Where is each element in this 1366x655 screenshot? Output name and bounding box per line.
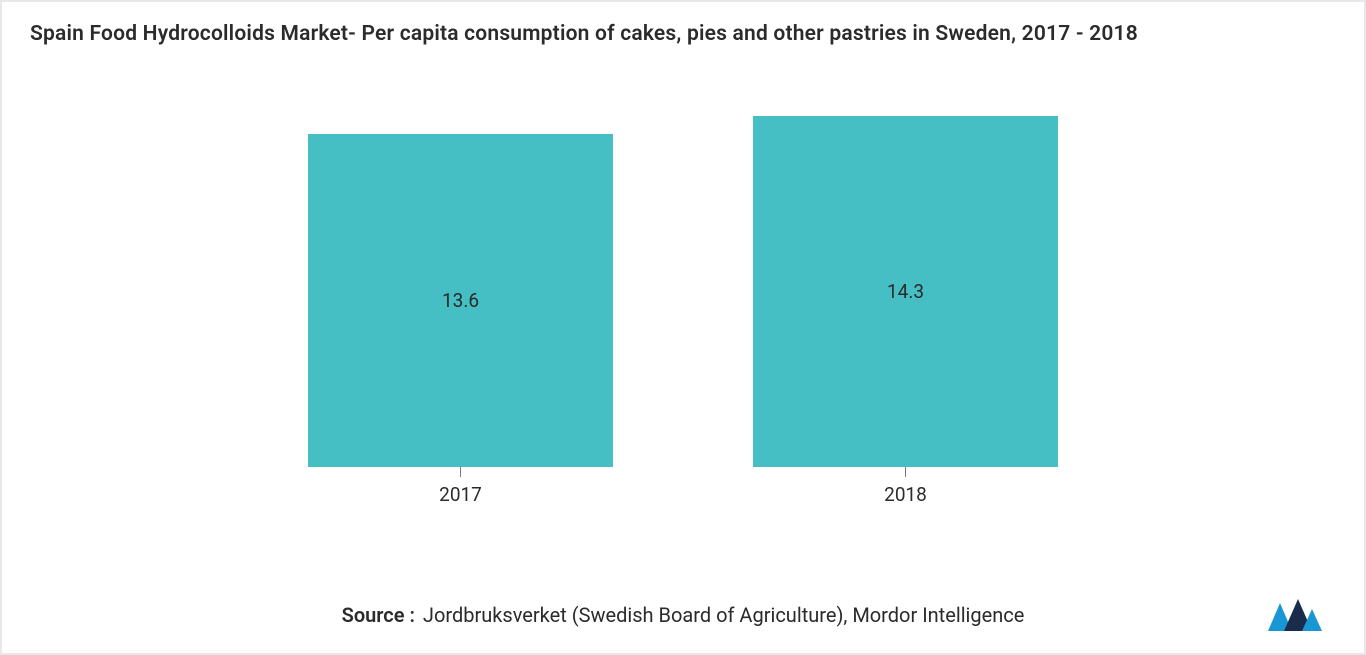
source-text: Jordbruksverket (Swedish Board of Agricu… — [423, 603, 1024, 627]
bar-2018: 14.3 — [753, 116, 1058, 467]
x-category-label: 2018 — [884, 483, 927, 506]
bar-slot-2017: 13.6 2017 — [308, 134, 613, 506]
chart-title: Spain Food Hydrocolloids Market- Per cap… — [2, 2, 1364, 46]
bar-value-label: 13.6 — [442, 289, 479, 312]
x-category-label: 2017 — [439, 483, 482, 506]
x-tick — [460, 467, 461, 477]
source-label: Source : — [342, 603, 415, 627]
x-tick — [905, 467, 906, 477]
bar-chart: 13.6 2017 14.3 2018 — [2, 76, 1364, 506]
bar-value-label: 14.3 — [887, 280, 924, 303]
mordor-logo-icon — [1266, 597, 1324, 633]
bar-2017: 13.6 — [308, 134, 613, 467]
bar-slot-2018: 14.3 2018 — [753, 116, 1058, 506]
source-footer: Source : Jordbruksverket (Swedish Board … — [2, 603, 1364, 627]
